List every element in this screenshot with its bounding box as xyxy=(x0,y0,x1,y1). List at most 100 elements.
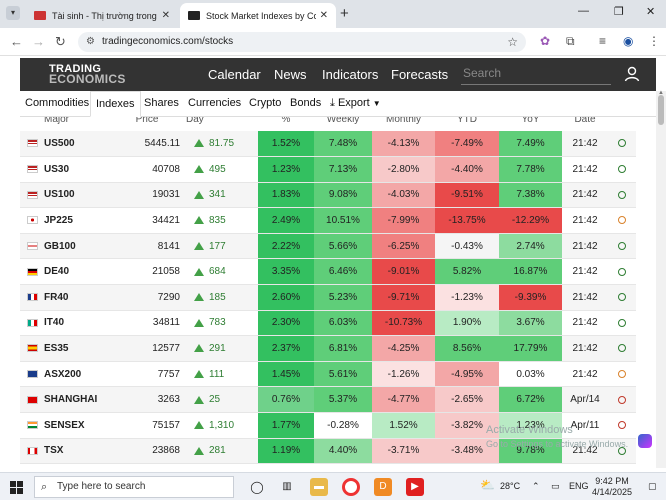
yoy-cell: 7.78% xyxy=(499,156,562,183)
table-row[interactable]: US30 40708 495 1.23% 7.13% -2.80% -4.40% 7.78% 2… xyxy=(20,156,636,183)
scroll-up-icon[interactable]: ▲ xyxy=(658,90,664,96)
symbol-link[interactable]: ASX200 xyxy=(44,368,82,380)
col-header-day[interactable]: Day xyxy=(186,117,204,125)
symbol-link[interactable]: DE40 xyxy=(44,266,70,278)
url-bar[interactable]: ⚙ tradingeconomics.com/stocks ☆ xyxy=(78,32,526,52)
monthly-cell: -10.73% xyxy=(372,310,435,336)
table-row[interactable]: FR40 7290 185 2.60% 5.23% -9.71% -1.23% -9.39% 2… xyxy=(20,284,636,311)
table-row[interactable]: DE40 21058 684 3.35% 6.46% -9.01% 5.82% 16.87% 2… xyxy=(20,258,636,285)
windows-start-icon[interactable] xyxy=(10,481,23,494)
reading-list-icon[interactable]: ≡ xyxy=(599,34,607,48)
ytd-cell: 8.56% xyxy=(435,335,499,362)
monthly-cell: -6.25% xyxy=(372,233,435,259)
day-change-value: 835 xyxy=(209,215,226,227)
status-cell xyxy=(608,310,636,336)
symbol-link[interactable]: TSX xyxy=(44,445,64,457)
subnav-bonds[interactable]: Bonds xyxy=(290,97,322,109)
symbol-link[interactable]: US30 xyxy=(44,163,70,175)
extensions-puzzle-icon[interactable]: ⧉ xyxy=(566,34,575,48)
file-explorer-icon[interactable]: ▬ xyxy=(310,478,328,496)
taskbar-search-input[interactable]: ⌕ Type here to search xyxy=(34,476,234,498)
subnav-currencies[interactable]: Currencies xyxy=(188,97,242,109)
language-indicator[interactable]: ENG xyxy=(569,481,589,491)
export-button[interactable]: ⤓ Export ▼ xyxy=(325,91,386,117)
minimize-icon[interactable]: — xyxy=(578,5,589,17)
weather-icon[interactable]: ⛅ xyxy=(480,478,495,492)
user-icon[interactable] xyxy=(623,65,641,83)
extension-icon[interactable]: ✿ xyxy=(540,34,551,48)
table-row[interactable]: SHANGHAI 3263 25 0.76% 5.37% -4.77% -2.65% 6.72… xyxy=(20,386,636,413)
table-row[interactable]: GB100 8141 177 2.22% 5.66% -6.25% -0.43% 2.74% 2… xyxy=(20,233,636,259)
restore-icon[interactable]: ❐ xyxy=(614,6,624,18)
table-row[interactable]: TSX 23868 281 1.19% 4.40% -3.71% -3.48% 9.78% 21… xyxy=(20,438,636,464)
table-row[interactable]: SENSEX 75157 1,310 1.77% -0.28% 1.52% -3.82% 1.… xyxy=(20,412,636,439)
nav-indicators[interactable]: Indicators xyxy=(322,67,379,82)
browser-tab-2[interactable]: Stock Market Indexes by Count ✕ xyxy=(180,3,336,28)
table-row[interactable]: US100 19031 341 1.83% 9.08% -4.03% -9.51% 7.38%… xyxy=(20,182,636,208)
profile-icon[interactable]: ◉ xyxy=(623,34,634,48)
flag-cell xyxy=(20,208,44,234)
col-header-yoy[interactable]: YoY xyxy=(521,117,540,125)
close-window-icon[interactable]: ✕ xyxy=(646,6,656,18)
col-header-price[interactable]: Price xyxy=(135,117,159,125)
site-search-input[interactable]: Search xyxy=(461,63,611,85)
subnav-indexes[interactable]: Indexes xyxy=(90,91,141,117)
back-icon[interactable]: ← xyxy=(10,34,23,49)
close-tab-icon[interactable]: ✕ xyxy=(161,10,170,21)
temperature-text[interactable]: 28°C xyxy=(500,481,521,491)
symbol-link[interactable]: US100 xyxy=(44,189,75,201)
task-view-icon[interactable]: ◯ xyxy=(250,480,264,494)
col-header-monthly[interactable]: Monthly xyxy=(385,117,421,125)
chrome-icon[interactable] xyxy=(342,478,360,496)
table-row[interactable]: US500 5445.11 81.75 1.52% 7.48% -4.13% -7.49% 7… xyxy=(20,131,636,157)
scrollbar-thumb[interactable] xyxy=(658,95,664,125)
table-row[interactable]: ES35 12577 291 2.37% 6.81% -4.25% 8.56% 17.79% 2… xyxy=(20,335,636,362)
subnav-shares[interactable]: Shares xyxy=(144,97,179,109)
table-row[interactable]: JP225 34421 835 2.49% 10.51% -7.99% -13.75% -12… xyxy=(20,207,636,234)
weekly-cell: 7.48% xyxy=(314,131,372,157)
table-row[interactable]: IT40 34811 783 2.30% 6.03% -10.73% 1.90% 3.67% 2… xyxy=(20,310,636,336)
table-row[interactable]: ASX200 7757 111 1.45% 5.61% -1.26% -4.95% 0.03%… xyxy=(20,361,636,387)
monthly-cell: 1.52% xyxy=(372,412,435,439)
taskbar-clock[interactable]: 9:42 PM 4/14/2025 xyxy=(592,476,632,498)
symbol-link[interactable]: IT40 xyxy=(44,317,65,329)
subnav-crypto[interactable]: Crypto xyxy=(249,97,282,109)
col-header-major[interactable]: Major xyxy=(44,117,70,125)
symbol-link[interactable]: SHANGHAI xyxy=(44,394,98,406)
subnav-commodities[interactable]: Commodities xyxy=(25,97,90,109)
close-tab-icon[interactable]: ✕ xyxy=(319,10,328,21)
nav-calendar[interactable]: Calendar xyxy=(208,67,261,82)
copilot-icon[interactable] xyxy=(638,434,652,448)
symbol-link[interactable]: JP225 xyxy=(44,215,73,227)
notification-icon[interactable]: ▢ xyxy=(648,481,657,491)
nav-news[interactable]: News xyxy=(274,67,307,82)
browser-tab-1[interactable]: Tài sinh - Thị trường trong nước ✕ xyxy=(26,3,178,28)
col-header-date[interactable]: Date xyxy=(574,117,596,125)
site-info-icon[interactable]: ⚙ xyxy=(86,36,95,47)
page-scrollbar[interactable]: ▲ xyxy=(656,90,666,468)
widgets-icon[interactable]: ▥ xyxy=(282,481,292,492)
network-icon[interactable]: ▭ xyxy=(551,481,560,491)
app-d-icon[interactable]: D xyxy=(374,478,392,496)
tray-chevron-icon[interactable]: ⌃ xyxy=(532,481,540,491)
col-header-weekly[interactable]: Weekly xyxy=(326,117,360,125)
youtube-icon[interactable]: ▶ xyxy=(406,478,424,496)
site-logo[interactable]: TRADING ECONOMICS xyxy=(49,64,126,86)
symbol-link[interactable]: US500 xyxy=(44,138,75,150)
flag-cell xyxy=(20,336,44,362)
symbol-link[interactable]: SENSEX xyxy=(44,419,85,431)
symbol-link[interactable]: GB100 xyxy=(44,240,76,252)
symbol-link[interactable]: FR40 xyxy=(44,291,69,303)
col-header-pct[interactable]: % xyxy=(281,117,291,125)
flag-cell xyxy=(20,131,44,157)
chrome-menu-icon[interactable]: ⋮ xyxy=(648,34,660,48)
new-tab-icon[interactable]: + xyxy=(340,5,349,22)
reload-icon[interactable]: ↻ xyxy=(55,34,66,49)
date-cell: 21:42 xyxy=(572,138,598,150)
bookmark-star-icon[interactable]: ☆ xyxy=(507,35,518,49)
tab-search-icon[interactable]: ▾ xyxy=(6,6,20,20)
symbol-link[interactable]: ES35 xyxy=(44,343,69,355)
nav-forecasts[interactable]: Forecasts xyxy=(391,67,449,82)
forward-icon[interactable]: → xyxy=(32,34,45,49)
col-header-ytd[interactable]: YTD xyxy=(457,117,477,125)
